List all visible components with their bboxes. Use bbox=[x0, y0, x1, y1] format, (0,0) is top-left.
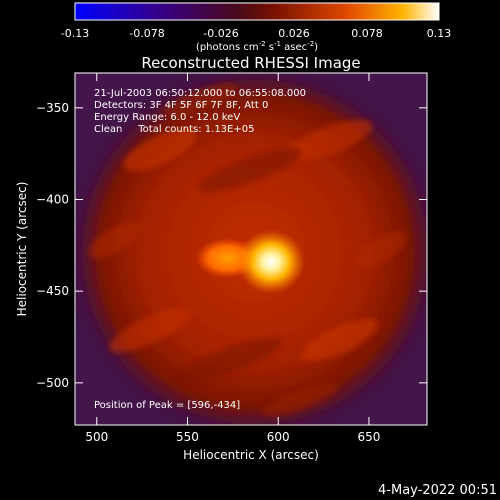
annotation-line: Clean Total counts: 1.13E+05 bbox=[94, 124, 254, 135]
y-axis-label: Heliocentric Y (arcsec) bbox=[15, 182, 29, 317]
colorbar-tick-label: 0.026 bbox=[278, 27, 310, 40]
annotation-line: 21-Jul-2003 06:50:12.000 to 06:55:08.000 bbox=[94, 88, 306, 99]
plot-frame bbox=[74, 72, 428, 426]
x-tick-label: 550 bbox=[176, 430, 199, 444]
y-tick-label: −500 bbox=[36, 376, 69, 390]
colorbar-tick-labels: -0.13 -0.078 -0.026 0.026 0.078 0.13 bbox=[61, 27, 451, 40]
colorbar-tick-label: 0.078 bbox=[351, 27, 383, 40]
annotation-block: 21-Jul-2003 06:50:12.000 to 06:55:08.000… bbox=[94, 88, 306, 135]
footer-timestamp: 4-May-2022 00:51 bbox=[378, 483, 497, 498]
axes: 500 550 600 650 −350 −400 −450 −500 bbox=[36, 73, 427, 444]
colorbar-tick-label: -0.026 bbox=[203, 27, 238, 40]
y-tick-label: −400 bbox=[36, 193, 69, 207]
colorbar-unit-label: (photons cm-2 s-1 asec-2) bbox=[196, 40, 318, 53]
colorbar-tick-label: -0.13 bbox=[61, 27, 89, 40]
annotation-line: Energy Range: 6.0 - 12.0 keV bbox=[94, 112, 240, 123]
peak-source bbox=[236, 229, 305, 294]
y-tick-label: −450 bbox=[36, 284, 69, 298]
x-tick-label: 600 bbox=[267, 430, 290, 444]
colorbar-tick-label: 0.13 bbox=[427, 27, 452, 40]
colorbar bbox=[74, 2, 440, 21]
heatmap-image bbox=[75, 73, 427, 425]
y-tick-label: −350 bbox=[36, 101, 69, 115]
annotation-line: Detectors: 3F 4F 5F 6F 7F 8F, Att 0 bbox=[94, 100, 268, 111]
peak-position-label: Position of Peak = [596,-434] bbox=[94, 400, 240, 411]
x-axis-label: Heliocentric X (arcsec) bbox=[183, 448, 319, 462]
chart-title: Reconstructed RHESSI Image bbox=[141, 54, 360, 72]
colorbar-tick-label: -0.078 bbox=[129, 27, 164, 40]
x-tick-label: 500 bbox=[85, 430, 108, 444]
x-tick-label: 650 bbox=[357, 430, 380, 444]
